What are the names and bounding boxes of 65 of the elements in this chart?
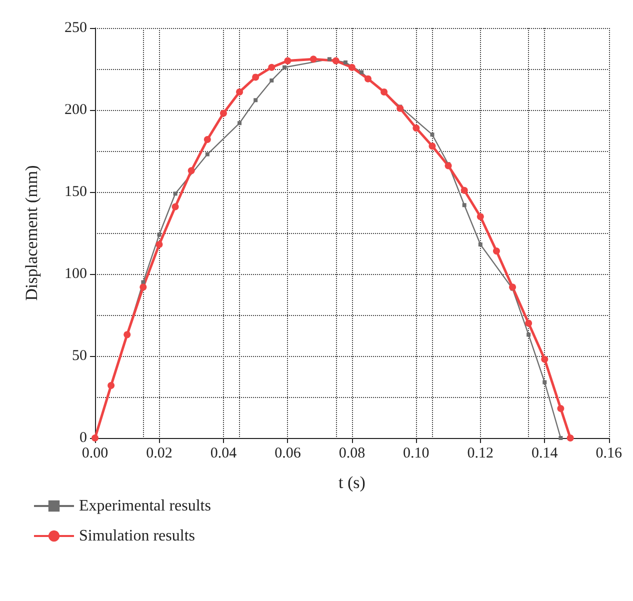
point	[205, 152, 210, 156]
x-tick-label: 0.16	[596, 446, 622, 462]
point	[344, 60, 348, 64]
x-tick-label: 0.04	[210, 446, 238, 462]
point	[462, 203, 466, 208]
point	[220, 110, 227, 117]
point	[332, 57, 340, 64]
point	[327, 57, 332, 62]
point	[412, 124, 420, 132]
point	[380, 88, 388, 96]
point	[282, 65, 286, 70]
point	[310, 56, 317, 63]
point	[140, 284, 147, 291]
point	[509, 284, 516, 291]
x-tick-label: 0.14	[532, 446, 558, 462]
point	[157, 232, 162, 237]
point	[284, 57, 292, 64]
y-tick-label: 100	[64, 266, 87, 282]
y-tick-label: 250	[64, 20, 87, 36]
x-tick-label: 0.00	[82, 446, 108, 462]
y-axis-title: Displacement (mm)	[22, 165, 41, 301]
point	[252, 74, 260, 81]
point	[156, 240, 163, 248]
y-tick-label: 200	[64, 102, 87, 118]
point	[188, 167, 195, 174]
x-tick-label: 0.10	[403, 446, 430, 462]
point	[396, 104, 404, 112]
point	[348, 64, 356, 71]
point	[141, 280, 146, 284]
point	[478, 242, 482, 246]
point	[172, 203, 179, 210]
legend-label: Simulation results	[79, 528, 195, 544]
point	[444, 162, 452, 170]
point	[236, 88, 244, 96]
point	[492, 248, 500, 255]
point	[557, 404, 564, 412]
point	[173, 192, 178, 196]
point	[108, 382, 115, 390]
y-tick-label: 50	[72, 348, 87, 364]
point	[430, 132, 434, 137]
x-axis-title: t (s)	[338, 473, 366, 492]
x-tick-label: 0.06	[274, 446, 302, 462]
point	[542, 380, 547, 384]
point	[428, 142, 436, 150]
point	[238, 121, 242, 126]
x-tick-label: 0.08	[338, 446, 366, 462]
point	[525, 320, 532, 327]
point	[268, 64, 276, 71]
point	[541, 356, 548, 363]
point	[270, 78, 274, 82]
point	[460, 186, 468, 194]
point	[124, 331, 131, 338]
point	[526, 332, 531, 337]
legend-label: Experimental results	[79, 498, 211, 514]
y-tick-label: 150	[64, 184, 87, 200]
point	[566, 434, 574, 442]
point	[558, 436, 563, 440]
x-tick-label: 0.02	[146, 446, 172, 462]
point	[476, 213, 484, 220]
point	[360, 70, 364, 74]
point	[254, 98, 258, 102]
y-tick-label: 0	[80, 430, 87, 446]
point	[364, 75, 372, 82]
point	[204, 136, 211, 144]
x-tick-label: 0.12	[467, 446, 494, 462]
